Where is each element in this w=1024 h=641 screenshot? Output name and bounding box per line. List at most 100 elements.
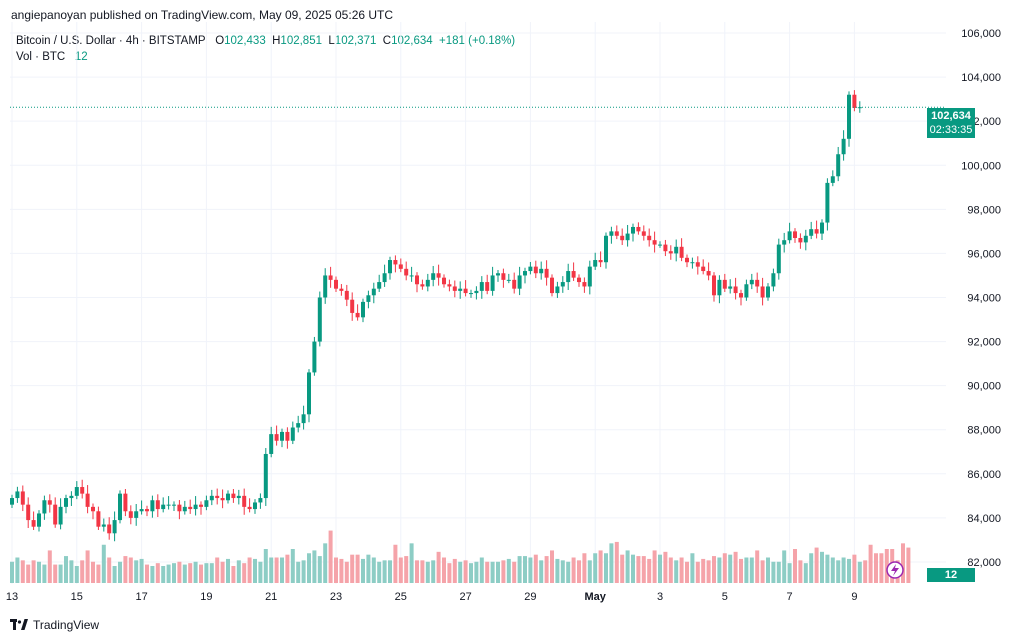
candle-body bbox=[733, 286, 738, 294]
candle-body bbox=[550, 277, 554, 294]
candle bbox=[447, 279, 452, 292]
candle bbox=[814, 220, 819, 239]
lightning-event-icon[interactable] bbox=[886, 561, 904, 579]
candle bbox=[253, 499, 257, 514]
volume-bar bbox=[215, 557, 220, 583]
volume-bar bbox=[420, 560, 425, 583]
candle bbox=[782, 232, 787, 253]
volume-bar bbox=[474, 561, 479, 583]
x-tick-label: 19 bbox=[200, 591, 212, 603]
candle bbox=[560, 276, 565, 293]
candle-body bbox=[771, 273, 776, 287]
candle-body bbox=[398, 264, 403, 269]
candle-body bbox=[215, 495, 220, 499]
volume-bar bbox=[344, 561, 349, 583]
volume-bar bbox=[836, 560, 841, 583]
volume-bar bbox=[614, 541, 619, 583]
candle bbox=[112, 511, 117, 542]
volume-legend[interactable]: Vol · BTC 12 bbox=[16, 51, 88, 63]
candle bbox=[706, 262, 711, 281]
y-tick-label: 94,000 bbox=[967, 292, 1001, 304]
candle bbox=[339, 284, 344, 296]
x-tick-label: 25 bbox=[395, 591, 407, 603]
y-tick-label: 88,000 bbox=[967, 425, 1001, 437]
volume-bar bbox=[809, 553, 814, 583]
volume-bar bbox=[469, 563, 473, 583]
volume-bar bbox=[231, 566, 236, 583]
candle-body bbox=[91, 506, 95, 512]
candle bbox=[371, 282, 376, 304]
candle-body bbox=[26, 504, 31, 521]
volume-bar bbox=[755, 550, 760, 583]
footer-brand[interactable]: TradingView bbox=[10, 618, 99, 632]
candle bbox=[793, 228, 797, 243]
volume-bar bbox=[863, 560, 868, 583]
volume-bar bbox=[712, 556, 716, 583]
candle bbox=[393, 255, 398, 273]
candle bbox=[652, 231, 657, 253]
symbol-label[interactable]: Bitcoin / U.S. Dollar · 4h · BITSTAMP bbox=[16, 35, 206, 47]
candle-body bbox=[377, 282, 382, 289]
volume-bar bbox=[334, 557, 338, 583]
y-axis[interactable]: 82,000 84,000 86,000 88,000 90,000 92,000 94,0… bbox=[961, 28, 1001, 569]
volume-bar bbox=[209, 563, 214, 583]
candle bbox=[539, 261, 544, 280]
candle-body bbox=[620, 235, 625, 241]
candle bbox=[690, 257, 695, 269]
candle-body bbox=[339, 288, 344, 291]
volume-bar bbox=[91, 561, 95, 583]
volume-bar bbox=[841, 557, 846, 583]
ohlc-legend[interactable]: Bitcoin / U.S. Dollar · 4h · BITSTAMP O1… bbox=[16, 35, 515, 47]
candle bbox=[312, 336, 317, 376]
x-axis[interactable]: 13 15 17 19 21 23 25 27 29 May 3 5 7 9 bbox=[6, 591, 858, 603]
candle-body bbox=[53, 504, 58, 525]
volume-bar bbox=[74, 566, 79, 583]
volume-bar bbox=[479, 557, 484, 583]
x-tick-label: 15 bbox=[71, 591, 83, 603]
volume-bar bbox=[528, 557, 533, 583]
candle-body bbox=[803, 235, 808, 243]
candle bbox=[166, 496, 171, 510]
volume-bar bbox=[285, 554, 290, 583]
candle-body bbox=[344, 290, 349, 300]
volume-bar bbox=[436, 551, 441, 583]
volume-bar bbox=[609, 543, 614, 583]
candle-body bbox=[404, 268, 409, 276]
candle-body bbox=[193, 504, 198, 510]
volume-bar bbox=[582, 553, 587, 583]
volume-bar bbox=[490, 561, 495, 583]
candle bbox=[749, 273, 754, 290]
candle-body bbox=[560, 282, 565, 287]
volume-bar bbox=[431, 560, 436, 583]
candle bbox=[787, 222, 792, 244]
volume-bar bbox=[814, 547, 819, 583]
candle-body bbox=[825, 182, 830, 223]
candle bbox=[37, 510, 41, 532]
volume-bar bbox=[58, 564, 63, 583]
candle bbox=[744, 279, 749, 301]
candle-body bbox=[312, 341, 317, 373]
volume-bar bbox=[134, 560, 139, 583]
candle bbox=[614, 225, 619, 240]
volume-bar bbox=[398, 557, 403, 583]
x-tick-label: 27 bbox=[459, 591, 471, 603]
candle bbox=[355, 304, 360, 321]
candle-body bbox=[544, 268, 549, 278]
volume-bar bbox=[20, 560, 25, 583]
volume-bar bbox=[506, 558, 511, 583]
y-tick-label: 96,000 bbox=[967, 248, 1001, 260]
candle bbox=[172, 501, 176, 512]
candle-body bbox=[420, 284, 425, 287]
publish-info: angiepanoyan published on TradingView.co… bbox=[11, 8, 394, 22]
candle bbox=[496, 269, 500, 282]
last-price-badge: 102,634 02:33:35 bbox=[927, 108, 975, 138]
candle bbox=[134, 503, 139, 526]
volume-bar bbox=[296, 561, 301, 583]
candle bbox=[301, 405, 306, 430]
candle-body bbox=[290, 427, 295, 441]
volume-bar bbox=[625, 550, 630, 583]
candle-body bbox=[42, 500, 47, 514]
candle bbox=[479, 276, 484, 299]
volume-bar bbox=[539, 560, 544, 583]
